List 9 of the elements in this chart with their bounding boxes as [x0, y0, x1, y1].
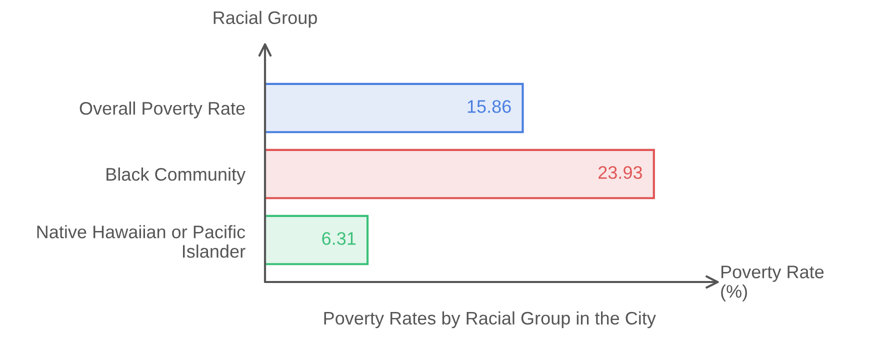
x-axis-title: Poverty Rate (%)	[721, 266, 824, 302]
y-tick-label: Native Hawaiian or Pacific Islander	[37, 225, 246, 258]
y-tick-label: Overall Poverty Rate	[80, 102, 245, 118]
data-label: 15.86	[468, 100, 511, 113]
data-label: 23.93	[598, 166, 642, 179]
data-label: 6.31	[322, 232, 356, 245]
y-tick-label: Black Community	[106, 168, 246, 184]
text: Poverty Rates by Racial Group in the City	[324, 311, 656, 328]
y-axis-title: Racial Group	[214, 10, 317, 28]
